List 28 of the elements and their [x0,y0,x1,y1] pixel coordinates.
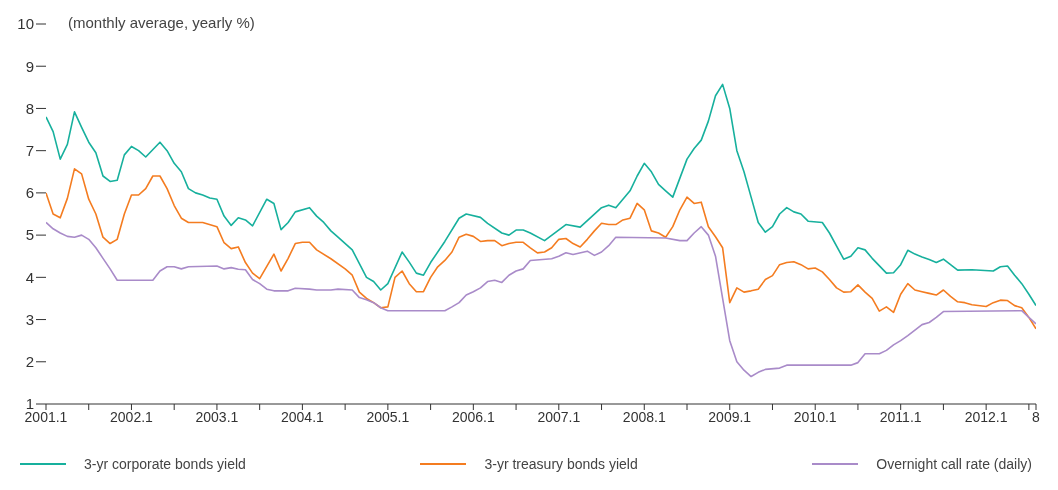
x-tick-label: 2006.1 [451,408,495,425]
y-tick-label: 9 [25,57,34,75]
y-tick-label: 2 [25,353,34,371]
y-tick-label: 3 [25,310,34,328]
x-tick-label: 2010.1 [793,408,837,425]
x-tick-label: 2011.1 [879,408,922,425]
y-tick-label: 5 [25,226,34,244]
line-series [46,221,1036,378]
y-tick-label: 4 [25,268,34,286]
x-tick-label: 8 [1032,408,1041,425]
x-tick-label: 2008.1 [622,408,666,425]
y-tick-label: 10 [17,15,34,33]
legend-label: Overnight call rate (daily) [876,456,1032,472]
x-tick-label: 2005.1 [366,408,410,425]
legend-label: 3-yr treasury bonds yield [484,456,638,472]
y-tick-label: 6 [25,184,34,202]
x-tick-label: 2003.1 [195,408,239,425]
y-axis-title: (monthly average, yearly %) [68,14,255,31]
y-tick-label: 7 [25,141,34,159]
legend-label: 3-yr corporate bonds yield [84,456,246,472]
line-series [46,168,1036,330]
line-series [46,83,1036,307]
x-tick-label: 2012.1 [964,408,1008,425]
x-tick-label: 2009.1 [708,408,752,425]
y-tick-label: 8 [25,99,34,117]
x-tick-label: 2002.1 [110,408,154,425]
x-tick-label: 2004.1 [280,408,325,425]
x-tick-label: 2007.1 [537,408,581,425]
